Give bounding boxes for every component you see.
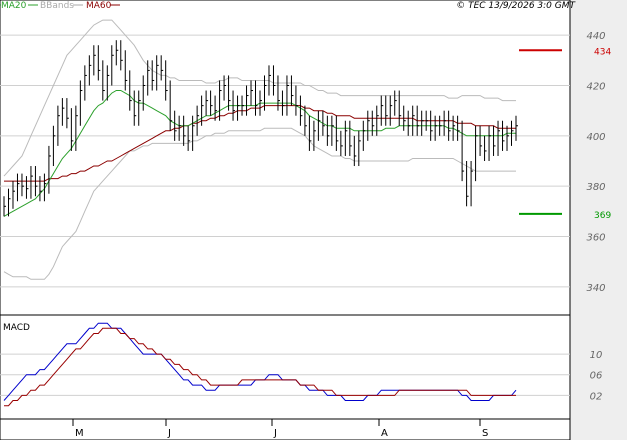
macd-tick-label: 06	[590, 371, 603, 382]
legend: MA20 BBands MA60	[0, 1, 120, 11]
price-grid: 340 360 380 400 420 440	[0, 31, 606, 294]
macd-panel	[0, 314, 571, 420]
legend-bbands: BBands	[40, 1, 74, 11]
bband-lower-line	[3, 127, 516, 280]
macd-layer	[3, 322, 517, 407]
level-label: 434	[594, 47, 611, 57]
x-tick-label: J	[167, 428, 171, 439]
price-panel	[0, 0, 571, 316]
legend-ma20: MA20	[1, 1, 27, 11]
macd-tick-label: 10	[590, 350, 603, 361]
right-axis-panel	[570, 0, 627, 440]
macd-tick-label: 02	[590, 391, 603, 402]
price-tick-label: 440	[586, 31, 605, 42]
price-tick-label: 400	[586, 132, 605, 143]
copyright: © TEC 13/9/2026 3:0 GMT	[456, 1, 576, 11]
legend-ma60: MA60	[86, 1, 112, 11]
signal-line	[4, 327, 516, 407]
price-tick-label: 340	[586, 283, 605, 294]
x-tick-label: A	[381, 428, 388, 439]
price-tick-label: 420	[586, 82, 605, 93]
x-tick-label: S	[482, 428, 488, 439]
x-tick-label: M	[75, 428, 84, 439]
level-label: 369	[594, 211, 611, 221]
x-tick-label: J	[273, 428, 277, 439]
price-tick-label: 360	[586, 233, 605, 244]
macd-title: MACD	[3, 323, 30, 333]
price-tick-label: 380	[586, 182, 605, 193]
bband-upper-line	[3, 19, 516, 177]
price-layer: 434 369	[3, 19, 611, 280]
